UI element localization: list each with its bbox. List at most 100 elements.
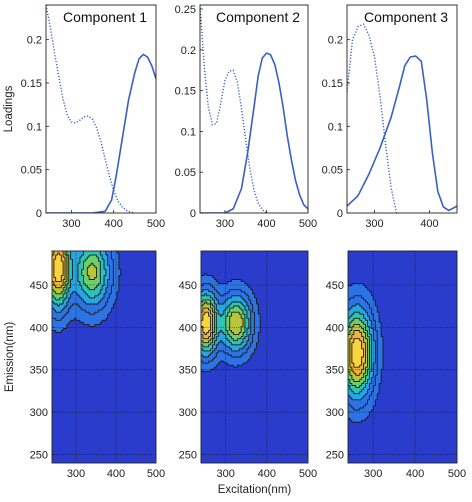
contour-cell	[206, 289, 209, 293]
contour-cell	[248, 330, 251, 333]
contour-cell	[355, 299, 359, 303]
contour-cell	[87, 271, 90, 274]
contour-cell	[57, 281, 60, 284]
contour-cell	[104, 297, 107, 301]
contour-cell	[72, 271, 75, 274]
contour-cell	[248, 344, 251, 348]
contour-cell	[105, 310, 109, 313]
contour-cell	[227, 304, 230, 307]
contour-cell	[227, 306, 230, 309]
contour-cell	[348, 320, 351, 323]
contour-cell	[351, 399, 355, 403]
contour-cell	[202, 306, 206, 309]
contour-cell	[373, 391, 376, 394]
contour-cell	[105, 308, 109, 311]
contour-cell	[353, 301, 357, 305]
contour-cell	[365, 375, 368, 378]
contour-cell	[81, 281, 84, 284]
contour-cell	[246, 348, 250, 352]
contour-cell	[87, 281, 90, 284]
contour-cell	[52, 308, 55, 311]
contour-cell	[218, 316, 221, 319]
contour-cell	[241, 363, 244, 366]
contour-cell	[220, 285, 223, 288]
contour-cell	[57, 261, 60, 264]
contour-cell	[359, 306, 362, 309]
contour-cell	[91, 306, 94, 309]
contour-cell	[231, 338, 234, 341]
contour-cell	[233, 344, 236, 348]
contour-cell	[256, 330, 259, 333]
contour-cell	[59, 267, 62, 270]
contour-cell	[361, 344, 364, 348]
contour-cell	[89, 253, 92, 256]
contour-cell	[61, 310, 64, 313]
contour-cell	[212, 306, 215, 309]
contour-cell	[65, 275, 68, 278]
contour-cell	[222, 340, 225, 344]
contour-cell	[237, 346, 240, 350]
contour-cell	[216, 363, 219, 366]
contour-cell	[105, 259, 109, 262]
contour-cell	[365, 289, 368, 293]
contour-cell	[367, 389, 370, 392]
y-tick-label: 250	[326, 450, 344, 462]
contour-cell	[57, 271, 60, 274]
contour-cell	[102, 314, 105, 317]
contour-cell	[220, 328, 223, 331]
contour-cell	[218, 285, 221, 288]
contour-cell	[233, 291, 236, 295]
contour-cell	[239, 328, 242, 331]
contour-cell	[250, 322, 253, 325]
contour-cell	[235, 297, 238, 301]
contour-cell	[66, 314, 70, 317]
contour-cell	[94, 310, 97, 313]
contour-cell	[109, 297, 112, 301]
contour-cell	[379, 340, 382, 344]
contour-cell	[229, 316, 232, 319]
contour-cell	[206, 350, 209, 354]
contour-cell	[52, 253, 55, 256]
contour-cell	[351, 320, 355, 323]
contour-cell	[365, 326, 368, 329]
contour-cell	[72, 277, 75, 280]
contour-cell	[237, 336, 240, 339]
contour-cell	[363, 391, 366, 394]
contour-cell	[353, 314, 357, 317]
contour-cell	[105, 279, 109, 282]
contour-cell	[212, 361, 215, 364]
contour-cell	[223, 299, 227, 303]
contour-cell	[78, 261, 81, 264]
contour-cell	[214, 283, 217, 286]
contour-cell	[357, 397, 360, 401]
contour-cell	[349, 291, 353, 295]
contour-cell	[233, 361, 236, 364]
x-tick-label: 400	[420, 218, 438, 230]
contour-cell	[248, 297, 251, 301]
contour-cell	[361, 318, 364, 321]
contour-cell	[115, 297, 118, 301]
contour-cell	[107, 304, 110, 307]
contour-cell	[254, 332, 257, 335]
contour-cell	[206, 281, 209, 284]
contour-cell	[202, 363, 206, 366]
contour-cell	[66, 273, 70, 276]
contour-cell	[357, 330, 360, 333]
contour-cell	[59, 257, 62, 260]
contour-cell	[104, 316, 107, 319]
contour-cell	[92, 259, 96, 262]
contour-cell	[214, 359, 217, 362]
contour-cell	[111, 263, 114, 266]
contour-cell	[83, 255, 86, 258]
contour-cell	[377, 342, 380, 346]
contour-cell	[70, 255, 73, 258]
x-axis-title: Excitation(nm)	[218, 484, 292, 496]
contour-cell	[243, 350, 246, 354]
contour-cell	[246, 322, 250, 325]
contour-cell	[243, 334, 246, 337]
contour-cell	[231, 344, 234, 348]
contour-cell	[65, 257, 68, 260]
contour-cell	[76, 304, 79, 307]
contour-cell	[246, 318, 250, 321]
contour-cell	[369, 338, 372, 341]
